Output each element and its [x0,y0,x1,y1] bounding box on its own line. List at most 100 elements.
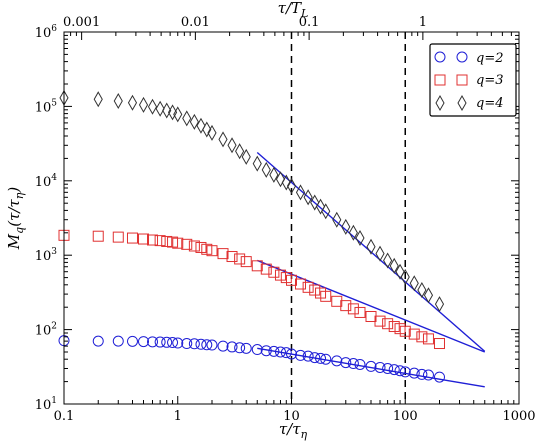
legend-label-q2: q=2 [476,51,504,66]
top-tick-label: 1 [419,15,427,30]
y-tick-label: 105 [35,98,58,115]
x-tick-label: 100 [393,409,418,424]
legend-marker-circle [434,51,446,63]
y-axis-label: Mq(τ/τη) [5,187,26,251]
legend-entry-q4: q=4 [435,94,504,112]
data-point-square [374,315,386,327]
data-point-square [382,318,394,330]
legend-marker-square [434,74,446,86]
legend-entry-q2: q=2 [434,51,504,66]
data-point-diamond [207,124,217,141]
series-q=3 [58,229,445,350]
data-point-circle [416,368,428,380]
legend-marker-circle [456,51,468,63]
data-point-square [172,237,184,249]
data-point-circle [408,367,420,379]
data-point-circle [234,342,246,354]
data-point-diamond [241,148,251,165]
data-point-circle [126,335,138,347]
data-point-circle [274,346,286,358]
data-point-square [240,256,252,268]
legend-entry-q3: q=3 [434,73,504,88]
data-point-circle [147,336,159,348]
data-point-diamond [189,113,199,130]
top-tick-label: 0.001 [63,15,100,30]
data-point-diamond [93,91,103,108]
data-point-circle [260,345,272,357]
data-point-diamond [235,143,245,160]
data-point-square [260,263,272,275]
top-tick-label: 0.1 [299,15,320,30]
data-point-diamond [409,275,419,292]
legend-marker-diamond [457,94,467,112]
data-point-diamond [389,257,399,274]
data-point-square [422,333,434,345]
data-point-circle [388,364,400,376]
y-tick-label: 106 [35,24,58,41]
data-point-circle [365,360,377,372]
data-point-diamond [417,282,427,299]
data-point-square [147,234,159,246]
data-point-diamond [383,252,393,269]
data-point-square [309,284,321,296]
data-point-square [340,300,352,312]
data-point-diamond [286,178,297,195]
data-point-square [92,230,104,242]
data-point-square [320,290,332,302]
data-point-circle [172,337,184,349]
data-point-diamond [395,263,405,280]
data-point-diamond [332,211,342,228]
data-point-square [217,248,229,260]
data-point-square [112,231,124,243]
data-point-circle [201,339,213,351]
data-point-diamond [202,121,212,138]
data-point-square [138,233,150,245]
y-tick-labels: 101 102 103 104 105 106 [35,24,58,413]
data-point-diamond [281,174,291,191]
data-point-circle [382,363,394,375]
data-point-square [331,295,343,307]
data-point-square [416,331,428,343]
legend: q=2 q=3 q=4 [429,43,517,117]
legend-box [429,43,517,117]
data-point-square [274,269,286,281]
data-point-circle [422,369,434,381]
data-point-circle [399,366,411,378]
data-point-square [161,235,173,247]
data-point-circle [286,348,297,360]
data-point-diamond [321,203,331,220]
data-point-diamond [310,194,320,211]
x-tick-labels: 0.1 1 10 100 1000 [54,409,536,424]
data-point-square [154,235,166,247]
data-point-diamond [400,268,410,285]
data-point-circle [195,338,207,350]
top-tick-labels: 0.001 0.01 0.1 1 [63,15,427,30]
data-point-circle [347,358,359,370]
data-point-circle [240,342,252,354]
data-point-diamond [341,218,351,235]
data-point-square [354,306,366,318]
data-point-square [408,328,420,340]
data-point-diamond [182,110,192,127]
x-axis-label: τ/τη [279,420,308,441]
data-point-circle [251,344,263,356]
data-point-circle [161,336,173,348]
data-point-circle [188,338,200,350]
data-point-square [188,240,200,252]
data-point-circle [226,341,238,353]
data-point-diamond [269,166,279,183]
data-point-circle [92,335,104,347]
data-point-circle [154,336,166,348]
data-point-square [302,281,314,293]
data-point-diamond [348,224,358,241]
data-point-circle [268,345,280,357]
legend-label-q3: q=3 [476,73,504,88]
series-q=2 [58,335,445,383]
data-point-square [347,303,359,315]
data-point-circle [302,350,314,362]
data-point-square [195,241,207,253]
data-point-circle [295,349,307,361]
data-point-square [234,253,246,265]
top-tick-label: 0.01 [181,15,210,30]
data-point-square [181,238,193,250]
